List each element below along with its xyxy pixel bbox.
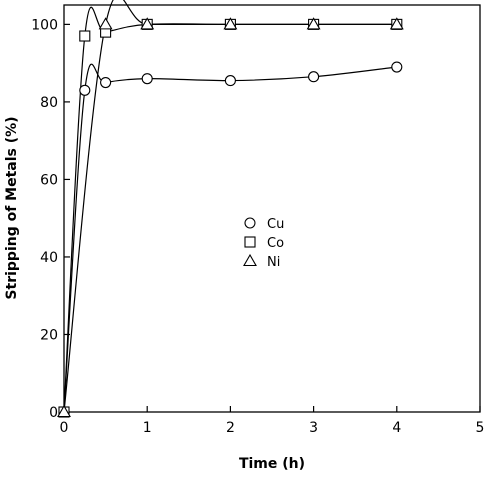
data-point-ni bbox=[98, 17, 113, 30]
y-tick-label: 60 bbox=[40, 172, 58, 188]
legend-label-co: Co bbox=[267, 236, 284, 251]
data-point-cu bbox=[308, 71, 320, 83]
x-tick-label: 4 bbox=[392, 420, 401, 436]
data-point-ni bbox=[140, 17, 155, 30]
data-point-ni bbox=[223, 17, 238, 30]
y-tick-label: 0 bbox=[49, 405, 58, 421]
legend-marker-ni bbox=[243, 253, 257, 267]
series-line-ni bbox=[63, 0, 397, 413]
data-point-ni bbox=[389, 17, 404, 30]
curves-layer bbox=[63, 0, 397, 413]
data-point-cu bbox=[79, 84, 91, 96]
data-point-cu bbox=[391, 61, 403, 73]
series-line-co bbox=[63, 6, 397, 413]
plot-frame bbox=[63, 4, 481, 413]
data-point-ni bbox=[306, 17, 321, 30]
legend-marker-cu bbox=[244, 217, 256, 229]
series-line-cu bbox=[63, 63, 397, 413]
legend-label-cu: Cu bbox=[267, 217, 284, 232]
y-tick-label: 40 bbox=[40, 250, 58, 266]
legend: Cu Co Ni bbox=[243, 217, 284, 270]
y-axis-title: Stripping of Metals (%) bbox=[4, 116, 20, 299]
x-axis-title: Time (h) bbox=[239, 456, 305, 472]
data-point-cu bbox=[224, 75, 236, 87]
x-tick-label: 3 bbox=[309, 420, 318, 436]
data-point-cu bbox=[141, 73, 153, 85]
data-point-cu bbox=[100, 76, 112, 89]
y-tick-label: 20 bbox=[40, 327, 58, 343]
y-tick-label: 100 bbox=[31, 17, 58, 33]
legend-marker-co bbox=[244, 236, 256, 248]
data-point-co bbox=[79, 30, 91, 42]
markers-layer bbox=[57, 17, 404, 418]
x-tick-label: 0 bbox=[60, 420, 69, 436]
x-tick-label: 5 bbox=[476, 420, 485, 436]
ticks-layer: 0 1 2 3 4 5 0 20 40 60 80 100 bbox=[31, 17, 484, 436]
y-tick-label: 80 bbox=[40, 95, 58, 111]
plot-area-border bbox=[63, 4, 481, 413]
x-tick-label: 2 bbox=[226, 420, 235, 436]
x-tick-label: 1 bbox=[143, 420, 152, 436]
legend-label-ni: Ni bbox=[267, 255, 280, 270]
data-point-ni bbox=[57, 404, 71, 418]
